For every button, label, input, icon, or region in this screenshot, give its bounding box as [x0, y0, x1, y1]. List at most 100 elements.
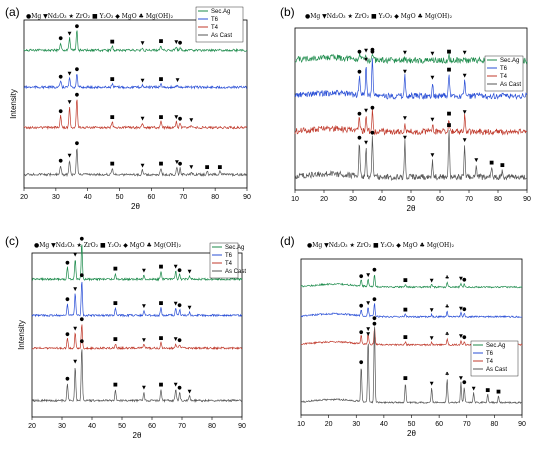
peak-marker: ▼	[403, 50, 407, 56]
peak-marker: ●	[357, 111, 362, 117]
legend-label: T6	[225, 253, 233, 259]
xrd-chart-a: (a) ●Mg ▼Nd₂O₃ ★ ZrO₂ ■ Y₂O₃ ◆ MgO ♣ Mg(O…	[5, 5, 251, 211]
peak-marker: ●	[58, 109, 63, 115]
series-line	[23, 148, 248, 178]
peak-marker: ■	[159, 382, 164, 388]
plot-frame	[31, 252, 243, 418]
x-tick-label: 90	[243, 194, 251, 201]
peak-marker: ▼	[474, 158, 478, 164]
peak-marker: ▼	[188, 269, 192, 275]
peak-marker: ●	[372, 321, 377, 327]
x-tick-label: 60	[148, 194, 156, 201]
peak-marker: ●	[178, 116, 183, 122]
peak-marker: ●	[80, 272, 85, 278]
legend: Sec.Ag T6 T4 As Cast	[209, 242, 246, 279]
peak-marker: ●	[75, 67, 80, 73]
peak-marker: ▼	[364, 57, 368, 63]
peak-marker: ●	[65, 332, 70, 338]
x-axis-label: 2θ	[131, 202, 140, 211]
peak-marker: ■	[447, 49, 452, 55]
x-tick-label: 70	[465, 196, 473, 203]
peak-marker: ■	[159, 161, 164, 167]
y-axis-label: Intensity	[9, 89, 18, 119]
peak-marker: ▼	[430, 308, 434, 314]
peak-marker: ▼	[403, 116, 407, 122]
xrd-panel-b: (b) ●Mg ▼Nd₂O₃ ★ ZrO₂ ■ Y₂O₃ ◆ MgO ♣ Mg(O…	[275, 0, 550, 229]
peak-marker: ▼	[364, 108, 368, 114]
peak-marker: ▼	[141, 163, 145, 169]
peak-marker: ●	[80, 236, 85, 242]
peak-marker: ■	[159, 335, 164, 341]
peak-marker: ▼	[142, 268, 146, 274]
legend-label: As Cast	[500, 82, 521, 88]
x-tick-label: 60	[435, 421, 443, 428]
peak-marker: ▼	[176, 78, 180, 84]
series-line	[23, 99, 248, 131]
x-axis-label: 2θ	[407, 204, 416, 213]
x-tick-label: 40	[378, 196, 386, 203]
x-tick-label: 30	[349, 196, 357, 203]
series-line	[31, 244, 243, 282]
peak-marker: ●	[359, 274, 364, 280]
x-tick-label: 90	[523, 196, 531, 203]
peak-marker: ■	[110, 39, 115, 45]
peak-marker: ●	[357, 49, 362, 55]
x-tick-label: 80	[208, 423, 216, 430]
peak-marker: ▼	[68, 71, 72, 77]
peak-marker: ▼	[431, 75, 435, 81]
xrd-panel-d: (d) ●Mg ▼Nd₂O₃ ★ ZrO₂ ■ Y₂O₃ ◆ MgO ♣ Mg(O…	[275, 229, 550, 459]
legend-label: T6	[486, 351, 494, 357]
legend-label: T4	[211, 25, 219, 31]
peak-marker: ■	[110, 115, 115, 121]
peak-marker: ●	[359, 303, 364, 309]
peak-marker: ●	[58, 158, 63, 164]
peak-marker: ■	[447, 67, 452, 73]
x-axis-label: 2θ	[407, 429, 416, 438]
peak-marker: ■	[218, 164, 223, 170]
y-axis-label: Intensity	[17, 320, 26, 350]
peak-marker: ♣	[445, 275, 449, 281]
peak-marker: ●	[370, 130, 375, 136]
peak-marker: ■	[113, 266, 118, 272]
peak-marker: ▼	[431, 51, 435, 57]
peak-marker: ●	[370, 49, 375, 55]
peak-marker: ▼	[463, 110, 467, 116]
peak-marker: ▼	[142, 385, 146, 391]
series-line	[300, 274, 523, 289]
peak-marker: ▼	[403, 69, 407, 75]
legend-label: As Cast	[225, 269, 246, 275]
peak-marker: ▼	[430, 381, 434, 387]
x-tick-label: 70	[463, 421, 471, 428]
legend-label: As Cast	[486, 367, 507, 373]
series-line	[31, 349, 243, 403]
x-tick-label: 20	[320, 196, 328, 203]
series-line	[294, 130, 528, 182]
xrd-chart-d: (d) ●Mg ▼Nd₂O₃ ★ ZrO₂ ■ Y₂O₃ ◆ MgO ♣ Mg(O…	[280, 234, 526, 438]
peak-marker: ▼	[366, 272, 370, 278]
series-line	[294, 109, 528, 136]
peak-marker: ▼	[174, 382, 178, 388]
peak-marker: ▼	[68, 153, 72, 159]
peak-marker: ■	[113, 382, 118, 388]
legend: Sec.Ag T6 T4 As Cast	[195, 6, 244, 43]
peak-marker: ▼	[188, 305, 192, 311]
peak-marker: ●	[357, 69, 362, 75]
peak-marker: ▼	[364, 48, 368, 54]
peak-marker: ♣	[445, 304, 449, 310]
peak-marker: ▼	[459, 276, 463, 282]
peak-marker: ●	[80, 316, 85, 322]
peak-marker: ■	[110, 161, 115, 167]
peak-marker: ▼	[463, 50, 467, 56]
xrd-panel-a: (a) ●Mg ▼Nd₂O₃ ★ ZrO₂ ■ Y₂O₃ ◆ MgO ♣ Mg(O…	[0, 0, 275, 229]
peak-marker: ▼	[141, 78, 145, 84]
legend-label: As Cast	[211, 33, 232, 39]
peak-marker: ▼	[459, 376, 463, 382]
phase-key: ●Mg ▼Nd₂O₃ ★ ZrO₂ ■ Y₂O₃ ◆ MgO ♣ Mg(OH)₂	[305, 13, 453, 20]
x-tick-label: 20	[28, 423, 36, 430]
peak-marker: ●	[359, 329, 364, 335]
peak-marker: ●	[75, 92, 80, 98]
panel-label: (a)	[5, 5, 20, 19]
phase-key: ●Mg ▼Nd₂O₃ ★ ZrO₂ ■ Y₂O₃ ◆ MgO ♣ Mg(OH)₂	[26, 13, 174, 20]
peak-marker: ▼	[68, 100, 72, 106]
x-tick-label: 60	[148, 423, 156, 430]
